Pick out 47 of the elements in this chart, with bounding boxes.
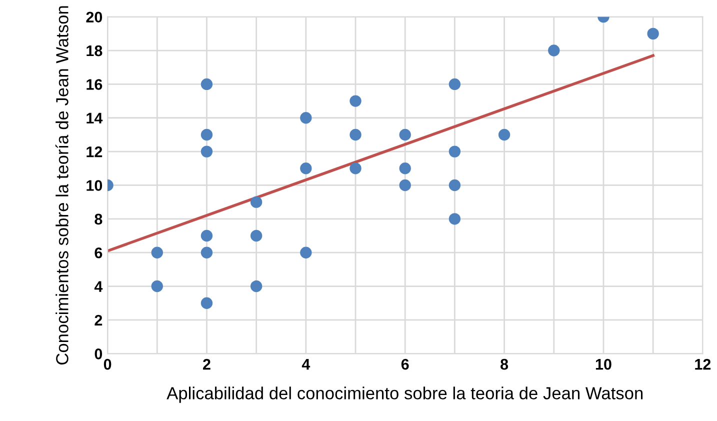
y-tick-label: 16 xyxy=(86,79,102,90)
y-tick-label: 0 xyxy=(94,348,102,360)
x-axis-title: Aplicabilidad del conocimiento sobre la teoria de Jean Watson xyxy=(166,386,643,403)
y-axis-title: Conocimientos sobre la teoría de Jean Watson xyxy=(55,6,68,364)
point xyxy=(250,280,262,292)
point xyxy=(200,246,213,258)
x-tick-label: 6 xyxy=(401,358,409,370)
point xyxy=(200,78,213,90)
point xyxy=(300,246,312,258)
point xyxy=(300,112,312,124)
point xyxy=(448,179,461,192)
x-tick-label: 10 xyxy=(596,358,612,370)
x-tick-label: 2 xyxy=(203,358,210,370)
point xyxy=(647,28,659,40)
y-tick-label: 20 xyxy=(86,12,102,23)
point xyxy=(448,78,461,90)
point xyxy=(498,128,510,141)
point xyxy=(350,95,362,107)
x-tick-label: 12 xyxy=(695,358,711,370)
x-tick-label: 8 xyxy=(500,358,508,370)
y-tick-label: 12 xyxy=(86,146,102,158)
point xyxy=(399,179,411,192)
x-tick-label: 0 xyxy=(104,358,112,370)
y-tick-label: 2 xyxy=(94,314,102,326)
point xyxy=(151,280,163,292)
point xyxy=(548,44,560,56)
y-tick-label: 6 xyxy=(94,247,102,258)
y-tick-label: 8 xyxy=(94,214,102,225)
point xyxy=(399,162,411,174)
y-tick-label: 18 xyxy=(86,45,102,56)
x-tick-label: 4 xyxy=(302,359,310,370)
point xyxy=(399,128,411,141)
point xyxy=(300,162,312,174)
point xyxy=(350,162,362,174)
point xyxy=(448,213,461,225)
point xyxy=(151,246,163,258)
point xyxy=(200,128,213,141)
point xyxy=(200,146,213,158)
point xyxy=(200,297,213,309)
y-tick-label: 10 xyxy=(86,180,102,191)
point xyxy=(448,146,461,158)
point xyxy=(200,230,213,242)
point xyxy=(350,128,362,141)
point xyxy=(250,230,262,242)
point xyxy=(250,196,262,208)
y-tick-label: 4 xyxy=(94,281,103,292)
y-tick-label: 14 xyxy=(86,112,103,124)
